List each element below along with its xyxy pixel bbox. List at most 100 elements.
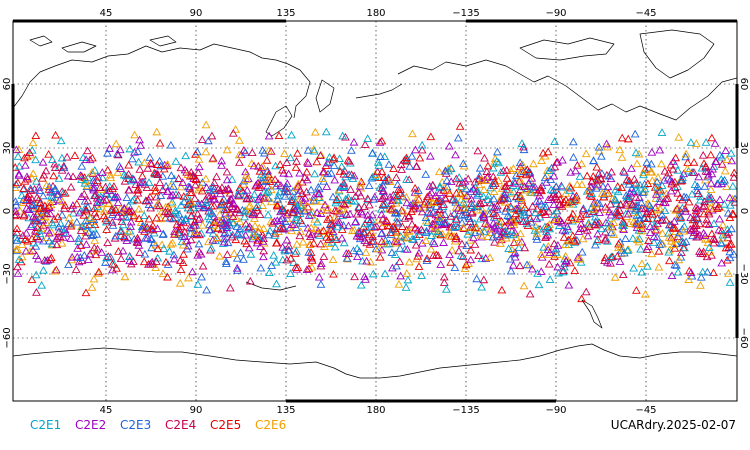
- occultation-marker: [647, 147, 657, 156]
- occultation-marker: [293, 148, 302, 157]
- occultation-marker: [76, 241, 86, 249]
- occultation-marker: [527, 264, 537, 273]
- occultation-marker: [148, 221, 158, 230]
- occultation-marker: [559, 262, 569, 271]
- occultation-marker: [280, 217, 290, 225]
- occultation-marker: [651, 190, 661, 198]
- occultation-marker: [264, 230, 273, 239]
- occultation-marker: [298, 201, 307, 210]
- occultation-marker: [613, 187, 623, 196]
- occultation-marker: [681, 149, 691, 158]
- occultation-marker: [57, 153, 67, 162]
- occultation-marker: [551, 244, 561, 253]
- occultation-marker: [417, 271, 426, 279]
- occultation-marker: [144, 178, 154, 186]
- occultation-marker: [272, 216, 282, 224]
- occultation-marker: [322, 232, 331, 241]
- occultation-marker: [155, 178, 165, 186]
- occultation-marker: [124, 169, 133, 178]
- occultation-marker: [58, 197, 67, 206]
- occultation-marker: [636, 221, 645, 229]
- occultation-marker: [623, 245, 632, 254]
- occultation-marker: [270, 175, 280, 183]
- occultation-marker: [698, 249, 708, 258]
- occultation-marker: [102, 195, 111, 204]
- occultation-marker: [174, 210, 184, 218]
- occultation-marker: [460, 264, 470, 272]
- occultation-marker: [201, 174, 211, 183]
- occultation-marker: [467, 203, 476, 211]
- occultation-marker: [506, 266, 516, 275]
- occultation-marker: [302, 175, 312, 184]
- occultation-marker: [638, 188, 648, 197]
- occultation-marker: [544, 259, 554, 268]
- occultation-marker: [335, 217, 344, 226]
- occultation-marker: [267, 261, 277, 269]
- occultation-marker: [613, 182, 623, 190]
- occultation-marker: [112, 264, 121, 272]
- occultation-marker: [13, 207, 21, 215]
- occultation-marker: [20, 176, 30, 185]
- lon-label-top: 45: [100, 8, 113, 19]
- occultation-marker: [575, 254, 585, 263]
- occultation-marker: [395, 257, 405, 265]
- occultation-marker: [564, 235, 574, 244]
- occultation-marker: [635, 210, 644, 219]
- occultation-marker: [715, 195, 725, 203]
- occultation-marker: [637, 220, 646, 229]
- occultation-marker: [672, 261, 681, 269]
- occultation-marker: [121, 171, 131, 180]
- occultation-marker: [159, 229, 168, 238]
- occultation-marker: [679, 192, 689, 201]
- occultation-marker: [83, 181, 93, 190]
- occultation-marker: [323, 215, 332, 223]
- occultation-marker: [183, 200, 193, 209]
- occultation-marker: [434, 167, 444, 176]
- occultation-marker: [179, 197, 189, 206]
- occultation-marker: [361, 248, 371, 256]
- occultation-marker: [28, 212, 38, 221]
- occultation-marker: [363, 134, 373, 142]
- occultation-marker: [310, 169, 320, 178]
- occultation-marker: [355, 247, 364, 255]
- occultation-marker: [411, 195, 421, 204]
- occultation-marker: [28, 200, 38, 209]
- occultation-marker: [140, 227, 149, 235]
- occultation-marker: [677, 175, 686, 184]
- occultation-marker: [222, 175, 232, 184]
- occultation-marker: [543, 245, 553, 254]
- occultation-marker: [219, 221, 229, 230]
- occultation-marker: [448, 195, 458, 204]
- occultation-marker: [79, 189, 89, 198]
- occultation-marker: [386, 230, 396, 238]
- occultation-marker: [94, 197, 104, 206]
- occultation-marker: [312, 157, 322, 166]
- occultation-marker: [411, 145, 420, 154]
- occultation-marker: [208, 235, 218, 244]
- occultation-marker: [674, 133, 684, 141]
- occultation-marker: [370, 172, 380, 180]
- occultation-marker: [217, 201, 226, 210]
- occultation-marker: [558, 155, 567, 164]
- occultation-marker: [337, 162, 347, 170]
- occultation-marker: [529, 159, 538, 168]
- occultation-marker: [158, 185, 168, 194]
- occultation-marker: [670, 243, 680, 252]
- occultation-marker: [423, 218, 433, 226]
- occultation-marker: [705, 247, 715, 256]
- occultation-marker: [629, 263, 639, 272]
- occultation-marker: [135, 248, 145, 256]
- occultation-marker: [295, 231, 305, 240]
- occultation-marker: [489, 187, 499, 196]
- occultation-marker: [144, 200, 154, 209]
- occultation-marker: [31, 270, 41, 279]
- occultation-marker: [318, 174, 328, 182]
- occultation-marker: [339, 181, 349, 189]
- occultation-marker: [486, 183, 496, 192]
- occultation-marker: [81, 205, 91, 213]
- occultation-marker: [432, 202, 441, 210]
- occultation-marker: [66, 221, 76, 230]
- occultation-marker: [466, 194, 476, 203]
- occultation-marker: [307, 230, 317, 239]
- occultation-marker: [717, 152, 727, 161]
